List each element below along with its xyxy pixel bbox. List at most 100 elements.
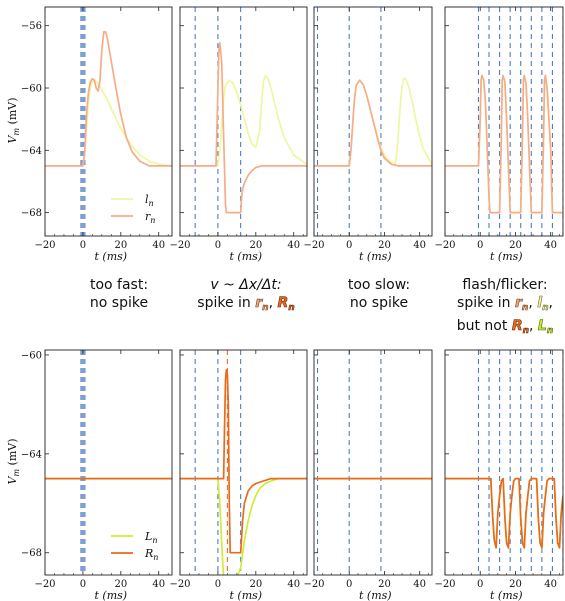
symbol-r-n: rn bbox=[255, 295, 269, 314]
panel-bottom-3: −20 0 20 40 t (ms) bbox=[303, 349, 433, 601]
series-r-n bbox=[45, 31, 172, 167]
x-tick-label: 40 bbox=[152, 579, 165, 590]
series-l-n bbox=[445, 74, 563, 214]
caption-too-fast-line2: no spike bbox=[89, 295, 149, 311]
x-tick-label: 20 bbox=[114, 579, 127, 590]
legend: ln rn bbox=[111, 193, 155, 225]
y-axis-label: Vm (mV) bbox=[6, 438, 21, 484]
x-axis-label: t (ms) bbox=[95, 250, 128, 263]
y-tick-label: −64 bbox=[21, 449, 42, 460]
series-r-n bbox=[314, 79, 432, 167]
caption-too-fast: too fast: no spike bbox=[54, 276, 184, 312]
y-tick-label: −64 bbox=[21, 146, 42, 157]
caption-velocity-match-line2: spike in rn, Rn bbox=[197, 295, 295, 314]
x-tick-label: −20 bbox=[169, 240, 190, 251]
x-tick-label: −20 bbox=[303, 240, 324, 251]
legend-label: Rn bbox=[144, 547, 158, 562]
x-tick-label: 40 bbox=[544, 579, 557, 590]
x-axis-label: t (ms) bbox=[95, 589, 128, 601]
x-tick-label: 20 bbox=[249, 579, 262, 590]
x-tick-label: 40 bbox=[152, 240, 165, 251]
panel-top-3: −20 0 20 40 t (ms) bbox=[303, 6, 433, 263]
x-tick-label: 40 bbox=[544, 240, 557, 251]
plot-area bbox=[445, 7, 563, 236]
series-r-n bbox=[445, 74, 563, 214]
series-R-n bbox=[445, 477, 563, 549]
series-R-n bbox=[180, 368, 307, 554]
symbol-R-n-flicker: Rn bbox=[511, 318, 530, 337]
caption-flicker-line1: flash/flicker: bbox=[462, 277, 548, 293]
x-tick-label: 20 bbox=[509, 579, 522, 590]
caption-too-slow-line2: no spike bbox=[349, 295, 409, 311]
plot-area bbox=[45, 350, 172, 575]
caption-too-slow: too slow: no spike bbox=[314, 276, 444, 312]
x-tick-label: 0 bbox=[80, 240, 86, 251]
series-l-n bbox=[180, 74, 307, 167]
axes-frame bbox=[444, 349, 564, 576]
x-tick-label: 0 bbox=[80, 579, 86, 590]
legend-label: ln bbox=[145, 193, 154, 208]
axes-frame bbox=[179, 349, 308, 576]
panel-bottom-1: −20 0 20 40 t (ms) −68 −64 −60 Vm (mV) Ln Rn bbox=[6, 349, 173, 601]
x-tick-label: −20 bbox=[303, 579, 324, 590]
legend-label: Ln bbox=[144, 530, 157, 545]
panel-top-4: −20 0 20 40 t (ms) bbox=[434, 6, 564, 263]
x-axis-label: t (ms) bbox=[490, 250, 523, 263]
panel-bottom-4: −20 0 20 40 t (ms) bbox=[434, 349, 564, 601]
x-tick-label: −20 bbox=[169, 579, 190, 590]
y-tick-label: −68 bbox=[21, 208, 42, 219]
axes-frame bbox=[179, 6, 308, 237]
caption-velocity-match-line1: v ~ Δx/Δt: bbox=[210, 277, 282, 293]
x-tick-label: 0 bbox=[346, 240, 352, 251]
x-tick-label: 0 bbox=[477, 240, 483, 251]
panel-top-2: −20 0 20 40 t (ms) bbox=[169, 6, 308, 263]
x-tick-label: −20 bbox=[434, 579, 455, 590]
axes-frame bbox=[44, 6, 173, 237]
x-tick-label: 0 bbox=[477, 579, 483, 590]
y-tick-label: −68 bbox=[21, 548, 42, 559]
x-axis-label: t (ms) bbox=[230, 589, 263, 601]
x-tick-label: −20 bbox=[34, 579, 55, 590]
x-tick-label: 0 bbox=[215, 579, 221, 590]
axes-frame bbox=[444, 6, 564, 237]
x-tick-label: −20 bbox=[434, 240, 455, 251]
symbol-r-n-flicker: rn bbox=[515, 295, 529, 314]
plot-area bbox=[180, 7, 307, 236]
axes-frame bbox=[313, 6, 433, 237]
caption-too-slow-line1: too slow: bbox=[347, 277, 411, 293]
y-axis-label: Vm (mV) bbox=[6, 97, 21, 143]
caption-flicker-line3: but not Rn, Ln bbox=[456, 318, 554, 337]
x-tick-label: 20 bbox=[114, 240, 127, 251]
x-tick-label: 40 bbox=[287, 240, 300, 251]
symbol-R-n: Rn bbox=[277, 295, 295, 314]
y-tick-label: −60 bbox=[21, 84, 42, 95]
plot-area bbox=[314, 350, 432, 575]
plot-area bbox=[180, 350, 307, 575]
caption-spike-in-text: spike in bbox=[197, 295, 256, 311]
plot-area bbox=[45, 7, 172, 236]
x-tick-label: 0 bbox=[215, 240, 221, 251]
caption-too-fast-line1: too fast: bbox=[89, 277, 149, 293]
x-tick-label: 40 bbox=[287, 579, 300, 590]
x-tick-label: 20 bbox=[509, 240, 522, 251]
series-L-n bbox=[180, 477, 307, 575]
x-tick-label: 40 bbox=[413, 579, 426, 590]
caption-velocity-match: v ~ Δx/Δt: spike in rn, Rn bbox=[181, 276, 311, 317]
legend: Ln Rn bbox=[111, 530, 158, 562]
x-tick-label: −20 bbox=[34, 240, 55, 251]
x-tick-label: 0 bbox=[346, 579, 352, 590]
caption-flicker-line2: spike in rn, ln, bbox=[457, 295, 553, 314]
panel-bottom-2: −20 0 20 40 t (ms) bbox=[169, 349, 308, 601]
x-tick-label: 40 bbox=[413, 240, 426, 251]
symbol-l-n-flicker: ln bbox=[537, 295, 549, 314]
symbol-L-n-flicker: Ln bbox=[537, 318, 554, 337]
x-axis-label: t (ms) bbox=[490, 589, 523, 601]
x-tick-label: 20 bbox=[378, 579, 391, 590]
x-tick-label: 20 bbox=[378, 240, 391, 251]
axes-frame bbox=[313, 349, 433, 576]
panel-top-1: −20 0 20 40 t (ms) −68 −64 −60 −56 Vm (mV) ln rn bbox=[6, 6, 173, 263]
y-tick-label: −60 bbox=[21, 350, 42, 361]
caption-flicker: flash/flicker: spike in rn, ln, but not … bbox=[440, 276, 565, 340]
x-axis-label: t (ms) bbox=[359, 589, 392, 601]
